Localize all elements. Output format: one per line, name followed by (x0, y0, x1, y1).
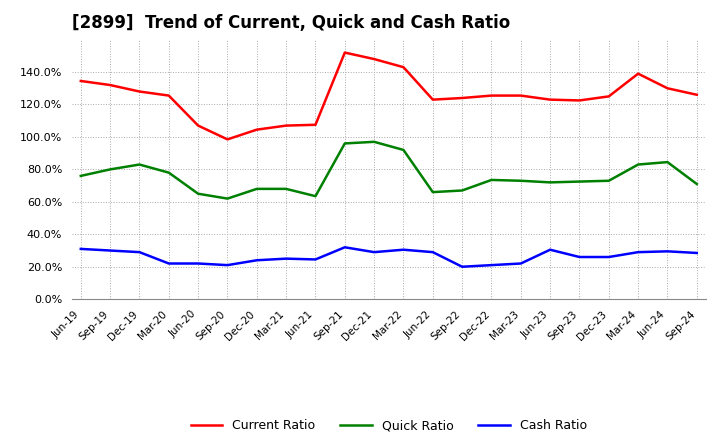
Current Ratio (693, 92, 701, 97)
Current Ratio (634, 71, 642, 76)
Quick Ratio (341, 141, 349, 146)
Quick Ratio (575, 179, 584, 184)
Cash Ratio (693, 250, 701, 256)
Quick Ratio (282, 186, 290, 191)
Cash Ratio (282, 256, 290, 261)
Cash Ratio (487, 263, 496, 268)
Cash Ratio (106, 248, 114, 253)
Current Ratio (487, 93, 496, 98)
Cash Ratio (399, 247, 408, 253)
Current Ratio (106, 82, 114, 88)
Current Ratio (399, 65, 408, 70)
Quick Ratio (634, 162, 642, 167)
Cash Ratio (605, 254, 613, 260)
Cash Ratio (546, 247, 554, 253)
Quick Ratio (516, 178, 525, 183)
Cash Ratio (253, 258, 261, 263)
Line: Quick Ratio: Quick Ratio (81, 142, 697, 198)
Cash Ratio (135, 249, 144, 255)
Cash Ratio (223, 263, 232, 268)
Current Ratio (135, 89, 144, 94)
Cash Ratio (164, 261, 173, 266)
Quick Ratio (370, 139, 379, 144)
Text: [2899]  Trend of Current, Quick and Cash Ratio: [2899] Trend of Current, Quick and Cash … (72, 15, 510, 33)
Quick Ratio (164, 170, 173, 175)
Quick Ratio (605, 178, 613, 183)
Quick Ratio (223, 196, 232, 201)
Cash Ratio (634, 249, 642, 255)
Current Ratio (253, 127, 261, 132)
Cash Ratio (575, 254, 584, 260)
Quick Ratio (311, 194, 320, 199)
Current Ratio (370, 56, 379, 62)
Quick Ratio (76, 173, 85, 179)
Line: Cash Ratio: Cash Ratio (81, 247, 697, 267)
Cash Ratio (516, 261, 525, 266)
Legend: Current Ratio, Quick Ratio, Cash Ratio: Current Ratio, Quick Ratio, Cash Ratio (186, 414, 592, 437)
Quick Ratio (663, 159, 672, 165)
Current Ratio (458, 95, 467, 101)
Cash Ratio (663, 249, 672, 254)
Quick Ratio (253, 186, 261, 191)
Quick Ratio (458, 188, 467, 193)
Current Ratio (341, 50, 349, 55)
Quick Ratio (693, 181, 701, 187)
Current Ratio (428, 97, 437, 102)
Quick Ratio (106, 167, 114, 172)
Quick Ratio (399, 147, 408, 153)
Cash Ratio (194, 261, 202, 266)
Current Ratio (194, 123, 202, 128)
Line: Current Ratio: Current Ratio (81, 52, 697, 139)
Quick Ratio (487, 177, 496, 183)
Quick Ratio (428, 190, 437, 195)
Cash Ratio (311, 257, 320, 262)
Current Ratio (282, 123, 290, 128)
Cash Ratio (76, 246, 85, 252)
Current Ratio (164, 93, 173, 98)
Current Ratio (663, 86, 672, 91)
Current Ratio (605, 94, 613, 99)
Quick Ratio (194, 191, 202, 196)
Cash Ratio (428, 249, 437, 255)
Cash Ratio (341, 245, 349, 250)
Quick Ratio (135, 162, 144, 167)
Cash Ratio (370, 249, 379, 255)
Current Ratio (546, 97, 554, 102)
Cash Ratio (458, 264, 467, 269)
Quick Ratio (546, 180, 554, 185)
Current Ratio (311, 122, 320, 128)
Current Ratio (223, 137, 232, 142)
Current Ratio (575, 98, 584, 103)
Current Ratio (516, 93, 525, 98)
Current Ratio (76, 78, 85, 84)
